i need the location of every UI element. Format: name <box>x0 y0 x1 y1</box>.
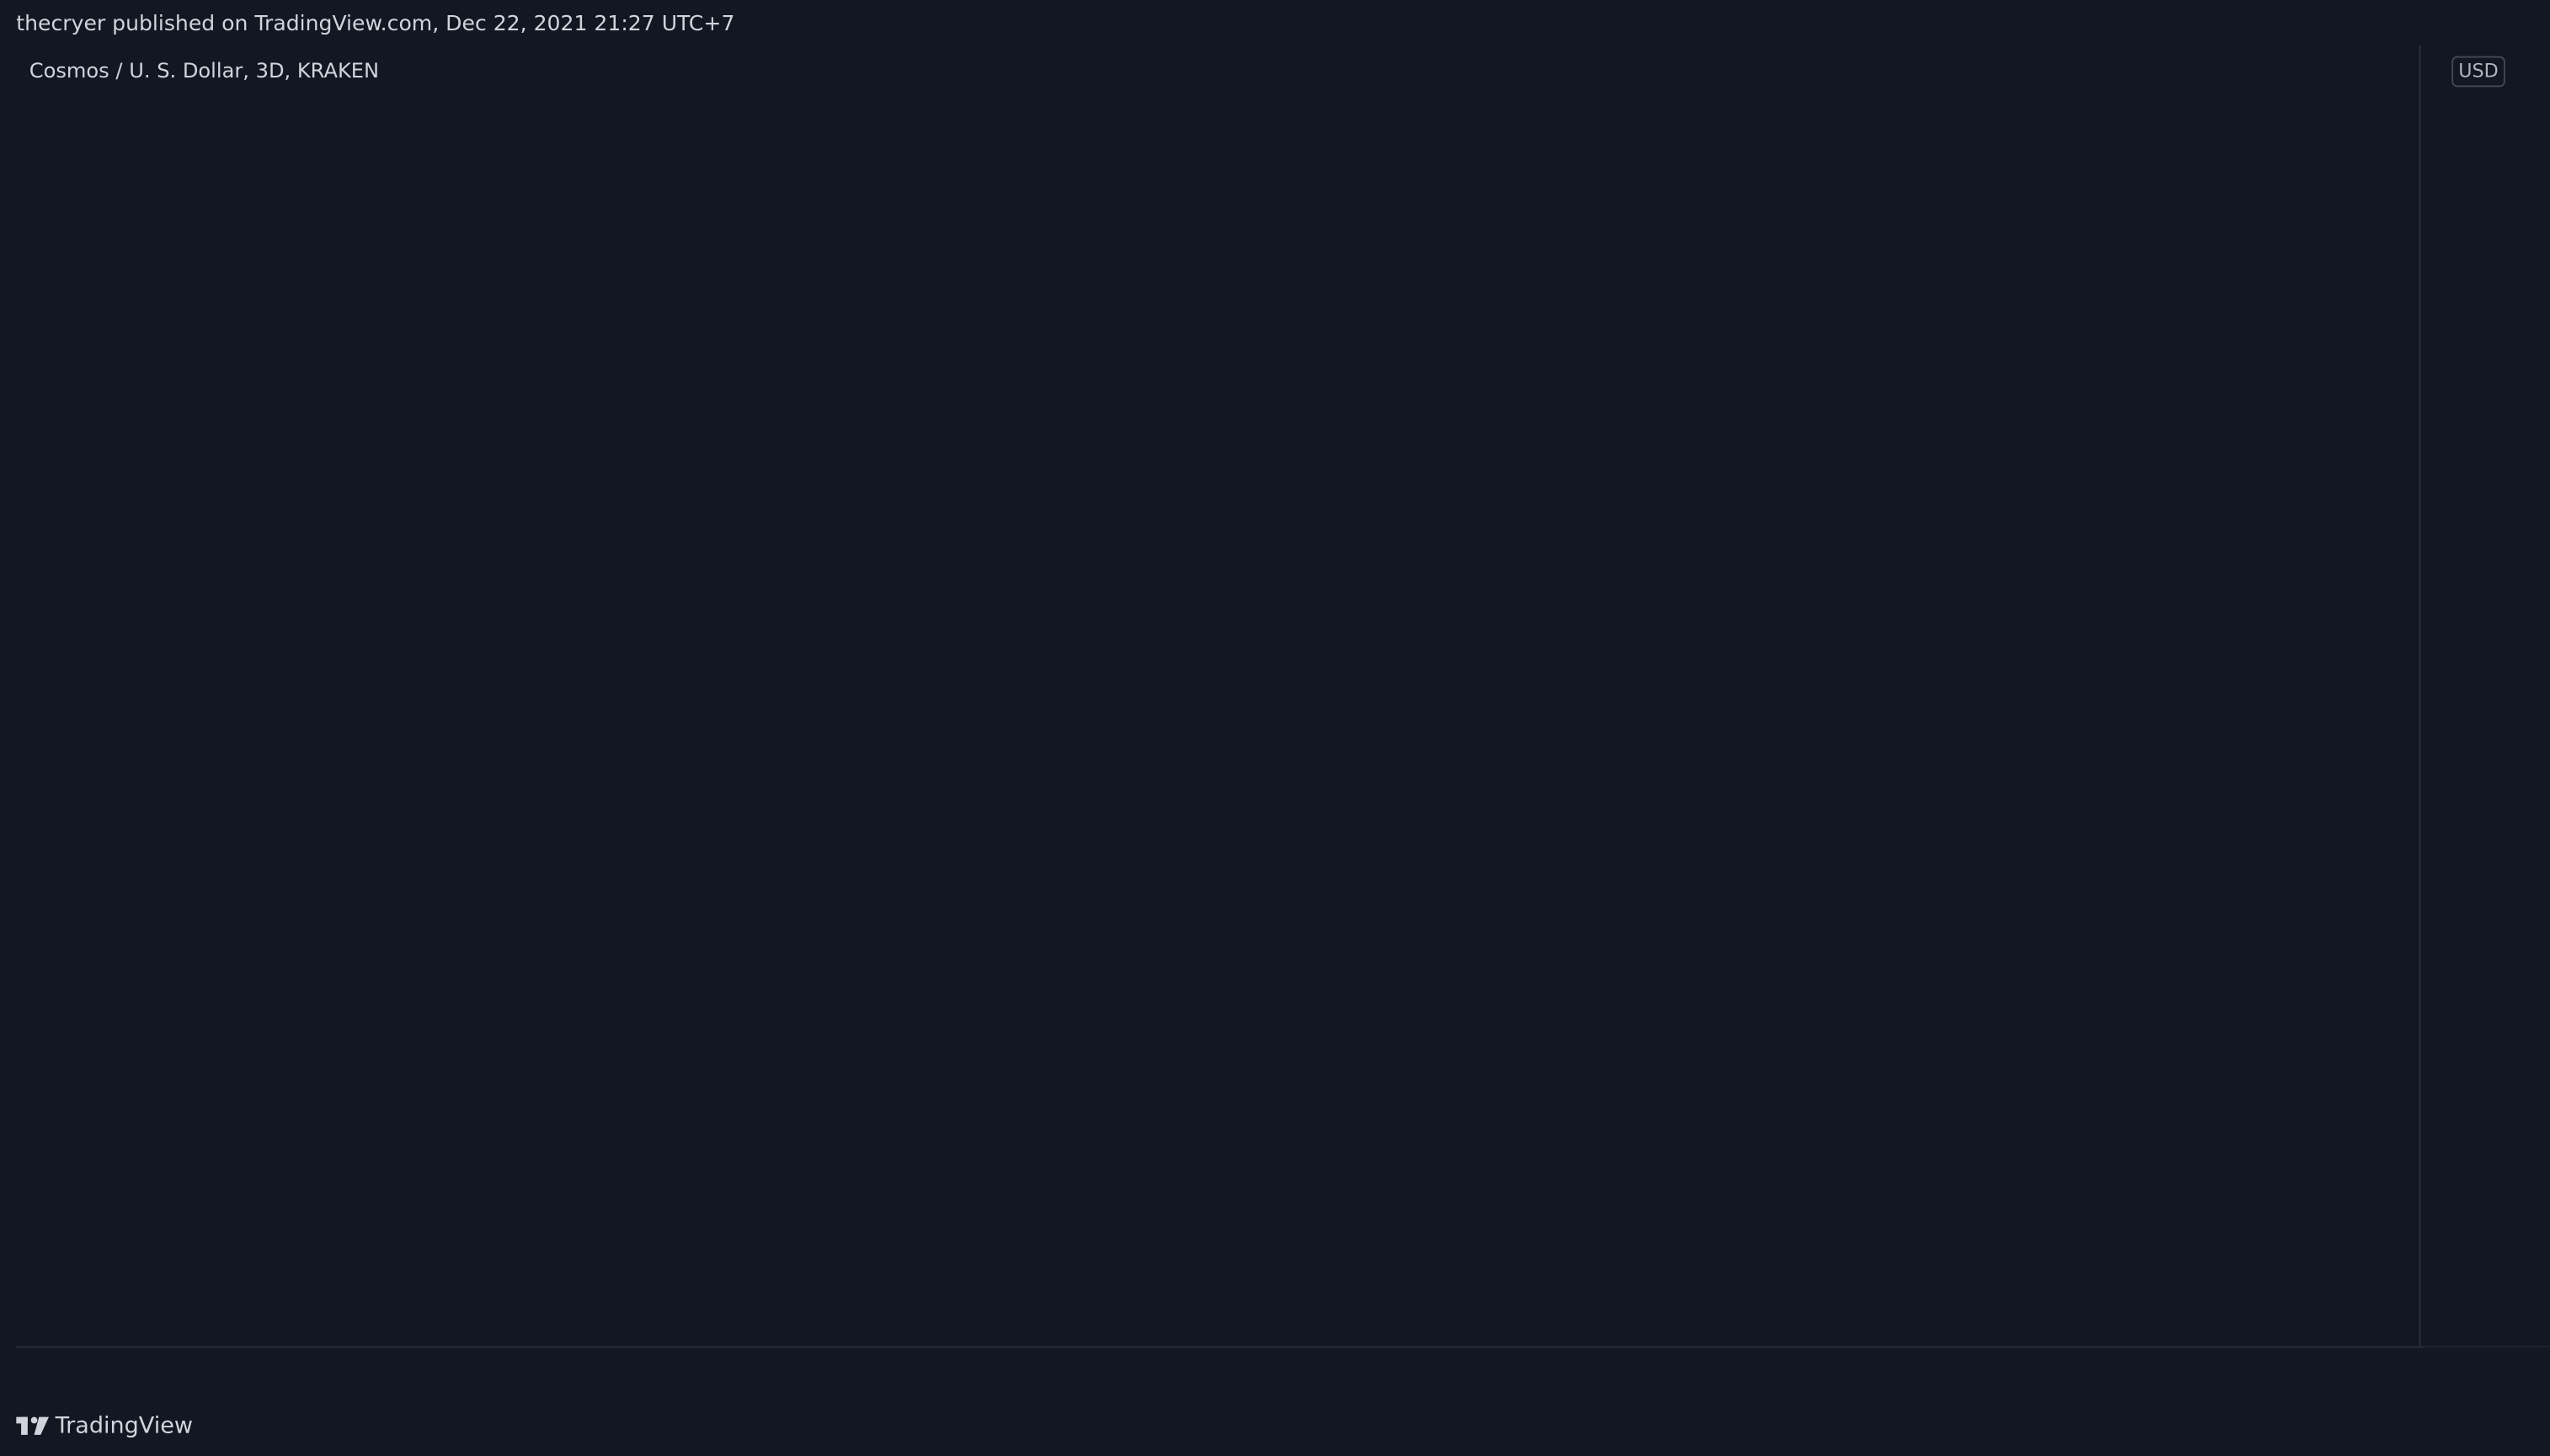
axis-corner <box>2423 1347 2550 1396</box>
symbol-title: Cosmos / U. S. Dollar, 3D, KRAKEN <box>29 59 379 83</box>
currency-box[interactable] <box>2451 56 2505 88</box>
plot-area <box>16 45 2420 1347</box>
publish-header: thecryer published on TradingView.com, D… <box>16 11 734 35</box>
currency-label[interactable]: USD <box>2458 60 2498 82</box>
footer-brand: TradingView <box>55 1413 193 1439</box>
